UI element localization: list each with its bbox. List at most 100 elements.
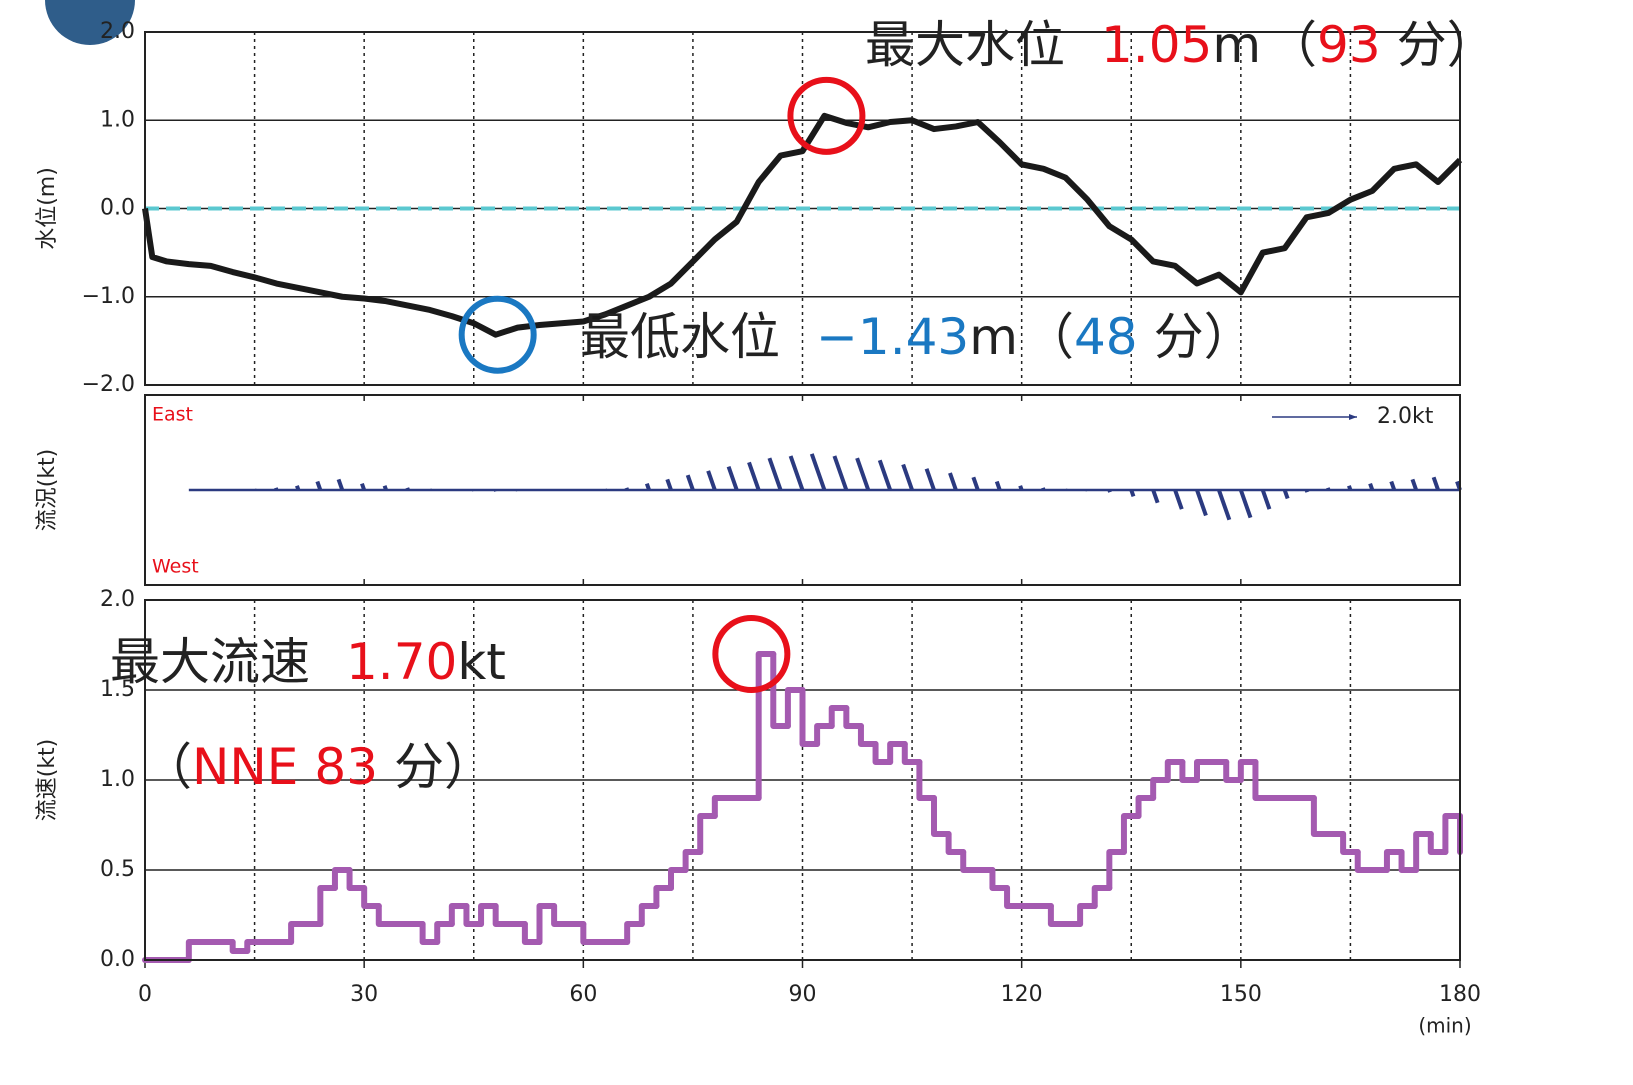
current-vector: [1410, 478, 1419, 491]
speed-step: [711, 795, 733, 819]
annotation-value: −1.43: [816, 308, 969, 366]
speed-step: [478, 903, 499, 927]
speed-step: [229, 939, 251, 954]
current-vector: [924, 468, 936, 491]
speed-step: [1413, 831, 1434, 873]
speed-step: [317, 885, 338, 927]
west-label: West: [152, 556, 199, 578]
x-tick-label: 0: [138, 982, 152, 1007]
y-tick-label: 0.5: [100, 857, 135, 882]
annotation-time: 93: [1317, 16, 1381, 74]
speed-step: [638, 903, 660, 927]
annotation-unit: kt: [457, 633, 506, 691]
speed-step: [434, 921, 455, 945]
speed-step: [784, 687, 806, 729]
speed-step: [1150, 777, 1171, 801]
y-tick-label: −1.0: [82, 284, 135, 309]
speed-step: [960, 849, 981, 873]
corner-decoration: [45, 0, 135, 45]
x-tick-label: 30: [350, 982, 378, 1007]
current-vector: [706, 470, 717, 491]
current-vector: [948, 472, 958, 491]
highlight-circle: [712, 615, 791, 693]
annotation-time: 83: [314, 738, 378, 796]
speed-step: [843, 705, 864, 729]
y-tick-label: 2.0: [100, 587, 135, 612]
speed-step: [814, 723, 835, 747]
speed-step: [1135, 795, 1157, 819]
annotation-prefix: 最大水位: [865, 16, 1065, 74]
x-tick-label: 180: [1439, 982, 1481, 1007]
annotation-paren: （: [1024, 308, 1074, 366]
speed-step: [521, 921, 543, 945]
speed-step: [448, 903, 470, 927]
speed-step: [668, 867, 689, 891]
speed-step: [1310, 795, 1332, 837]
speed-step: [1077, 903, 1098, 927]
speed-step: [492, 903, 514, 927]
speed-step: [1237, 759, 1259, 783]
current-vector: [832, 455, 849, 491]
speed-step: [551, 903, 572, 927]
current-vector: [767, 457, 783, 491]
speed-step: [463, 903, 485, 927]
plot-frame: [144, 31, 1461, 386]
speed-step: [1179, 759, 1200, 783]
annotation-prefix: 最低水位: [580, 308, 780, 366]
speed-step: [1047, 903, 1069, 927]
speed-step: [945, 831, 967, 855]
annotation: 最大水位 1.05m （93 分）: [865, 16, 1497, 74]
x-axis-label: (min): [1418, 1014, 1471, 1038]
current-vector: [877, 459, 893, 491]
speed-step: [1091, 885, 1113, 909]
current-vector: [685, 474, 695, 491]
current-vector: [1282, 489, 1290, 500]
current-vector: [971, 476, 980, 491]
speed-step: [828, 705, 850, 729]
speed-step: [916, 759, 937, 801]
speed-step: [1427, 831, 1449, 855]
y-tick-label: 1.5: [100, 677, 135, 702]
speed-step: [1106, 849, 1127, 891]
current-vector: [1238, 489, 1253, 519]
speed-step: [1004, 885, 1025, 909]
annotation: （NNE 83 分）: [142, 738, 494, 796]
speed-step: [1120, 813, 1142, 855]
current-vector: [1195, 489, 1208, 517]
annotation: 最大流速 1.70kt: [110, 633, 506, 691]
speed-step: [1252, 759, 1274, 801]
y-tick-label: 2.0: [100, 19, 135, 44]
speed-step: [331, 867, 353, 891]
speed-step: [755, 651, 777, 801]
speed-step: [1354, 849, 1376, 873]
speed-step: [653, 885, 674, 909]
y-axis-label: 流速(kt): [35, 739, 60, 822]
speed-step: [901, 741, 923, 765]
speed-step: [697, 813, 718, 855]
x-tick-label: 120: [1001, 982, 1043, 1007]
y-tick-label: 0.0: [100, 196, 135, 221]
y-tick-label: 0.0: [100, 947, 135, 972]
current-vector: [1260, 489, 1272, 510]
annotation-value: 1.05: [1101, 16, 1212, 74]
east-label: East: [152, 404, 193, 426]
speed-step: [1223, 759, 1244, 783]
current-vector: [1173, 489, 1184, 510]
speed-step: [857, 723, 879, 747]
speed-step: [580, 921, 601, 945]
annotation-unit: m: [969, 308, 1018, 366]
current-vector: [809, 453, 827, 491]
speed-step: [624, 921, 645, 945]
x-tick-label: 150: [1220, 982, 1262, 1007]
speed-step: [872, 741, 894, 765]
scale-label: 2.0kt: [1377, 404, 1434, 429]
annotation-suffix: 分）: [1154, 308, 1254, 366]
current-vector: [1389, 480, 1397, 491]
speed-step: [1340, 831, 1361, 855]
current-vector: [994, 480, 1002, 491]
current-vector: [1217, 489, 1232, 521]
speed-step: [989, 867, 1011, 891]
annotation-suffix: 分）: [394, 738, 494, 796]
y-axis-label: 水位(m): [35, 167, 60, 250]
